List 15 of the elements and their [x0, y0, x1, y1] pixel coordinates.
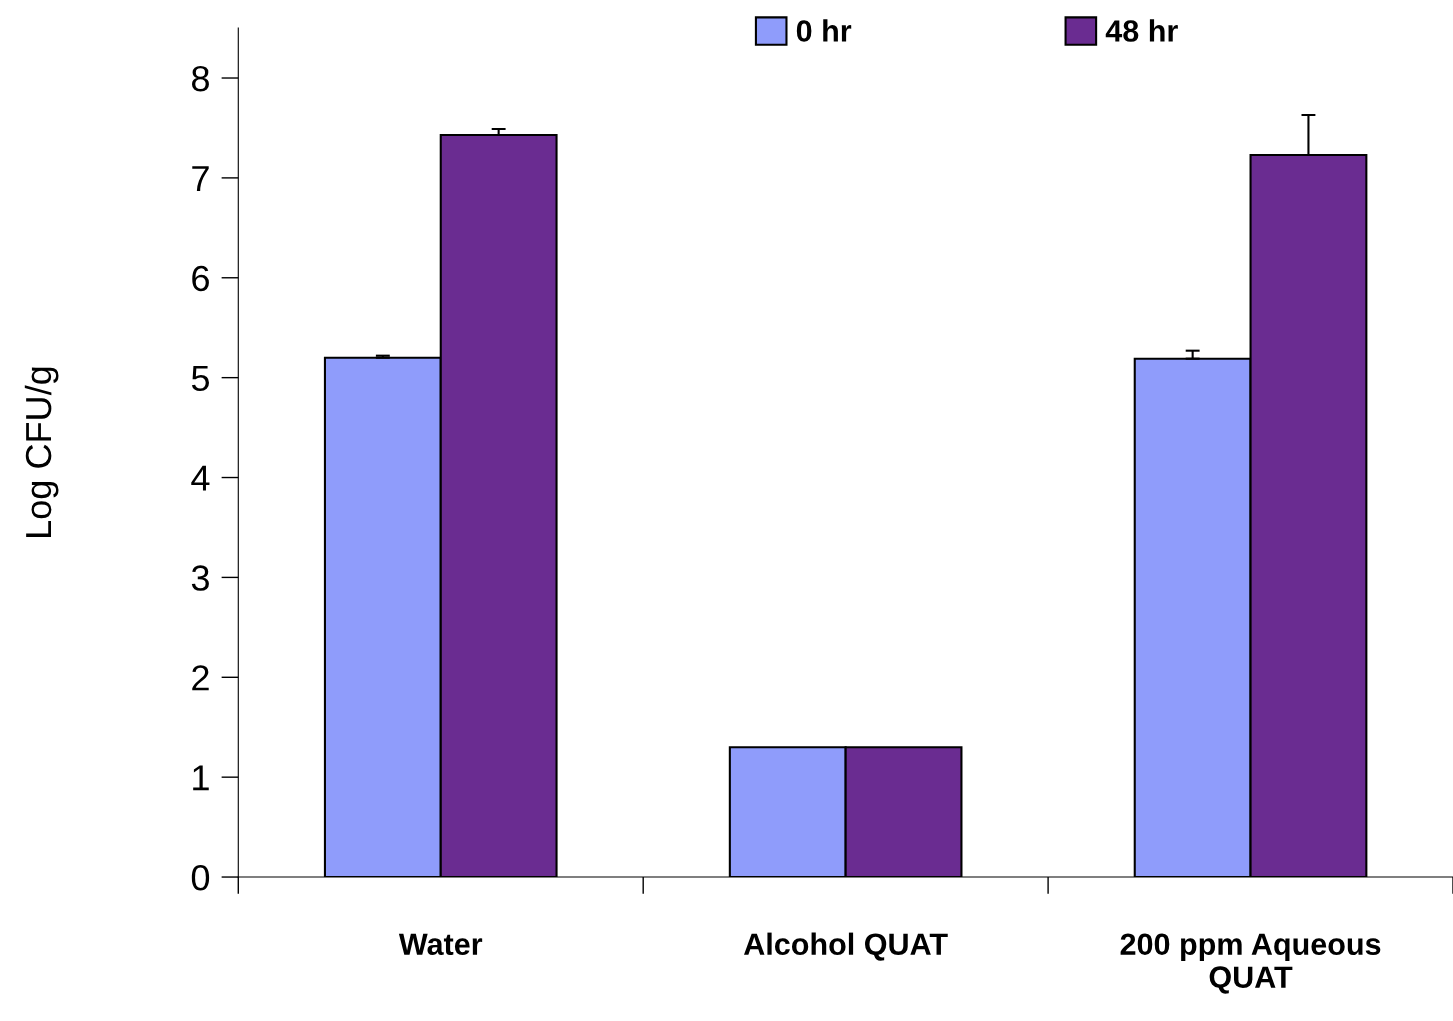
legend-label: 0 hr [796, 19, 852, 42]
y-tick-label: 5 [191, 365, 209, 392]
y-tick-label: 2 [192, 665, 209, 691]
y-tick-label: 6 [192, 265, 209, 292]
x-tick-label: 200 ppm Aqueous QUAT [1120, 933, 1381, 994]
x-tick-label: Alcohol QUAT [743, 932, 948, 961]
y-tick-label: 3 [191, 565, 209, 591]
y-tick-label: 0 [191, 864, 210, 891]
x-tick-label: Water [398, 933, 483, 956]
y-axis-title: Log CFU/g [24, 367, 59, 537]
y-tick-label: 7 [192, 166, 209, 191]
y-tick-label: 8 [192, 65, 209, 92]
y-tick-label: 4 [191, 465, 210, 491]
legend-label: 48 hr [1105, 19, 1178, 42]
y-tick-label: 1 [193, 765, 209, 791]
